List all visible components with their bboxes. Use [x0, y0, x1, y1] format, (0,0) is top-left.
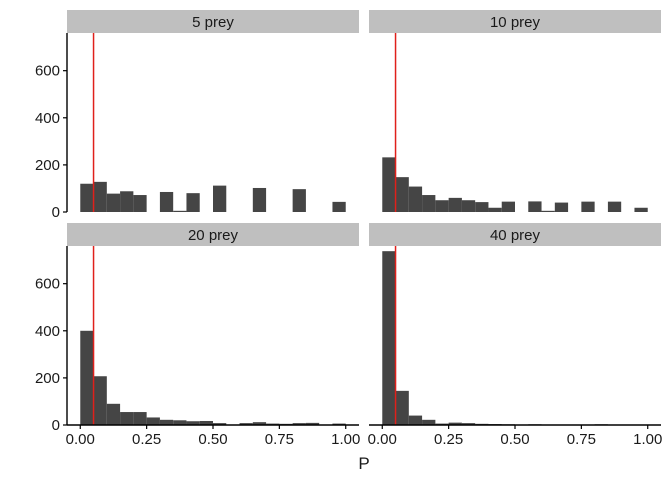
histogram-bar: [422, 420, 435, 425]
histogram-bar: [475, 202, 488, 212]
y-tick-label: 200: [35, 370, 60, 387]
histogram-bar: [94, 376, 107, 425]
histogram-bar: [488, 208, 501, 212]
y-tick-label: 0: [52, 204, 60, 221]
histogram-bar: [409, 187, 422, 212]
histogram-bar: [435, 200, 448, 212]
histogram-bar: [80, 331, 93, 425]
histogram-bar: [147, 417, 160, 425]
histogram-bar: [449, 198, 462, 212]
facet-title: 40 prey: [490, 227, 541, 244]
histogram-bar: [120, 412, 133, 425]
histogram-bar: [422, 195, 435, 212]
y-tick-label: 600: [35, 276, 60, 293]
y-tick-label: 600: [35, 63, 60, 80]
y-tick-label: 0: [52, 417, 60, 434]
histogram-bar: [382, 251, 395, 425]
histogram-bar: [253, 188, 266, 212]
x-tick-label: 0.75: [567, 431, 596, 448]
histogram-bar: [542, 211, 555, 212]
histogram-bar: [555, 203, 568, 212]
histogram-bar: [396, 391, 409, 425]
histogram-bar: [186, 193, 199, 212]
histogram-bar: [213, 186, 226, 212]
histogram-bar: [528, 201, 541, 212]
histogram-bar: [293, 189, 306, 212]
histogram-bar: [382, 157, 395, 212]
y-tick-label: 200: [35, 157, 60, 174]
histogram-bar: [173, 420, 186, 425]
x-tick-label: 0.75: [265, 431, 294, 448]
histogram-bar: [409, 416, 422, 425]
histogram-bar: [608, 202, 621, 212]
x-tick-label: 0.25: [434, 431, 463, 448]
facet-title: 10 prey: [490, 14, 541, 31]
histogram-bar: [462, 200, 475, 212]
x-tick-label: 0.50: [198, 431, 227, 448]
x-axis-title: P: [358, 454, 369, 473]
x-tick-label: 0.50: [500, 431, 529, 448]
histogram-bar: [502, 202, 515, 212]
histogram-bar: [133, 412, 146, 425]
histogram-bar: [133, 195, 146, 212]
histogram-bar: [634, 208, 647, 212]
facet-title: 20 prey: [188, 227, 239, 244]
histogram-bar: [94, 182, 107, 212]
histogram-bar: [107, 404, 120, 425]
histogram-bar: [332, 202, 345, 212]
histogram-bar: [107, 194, 120, 212]
histogram-bar: [581, 202, 594, 212]
x-tick-label: 1.00: [633, 431, 662, 448]
y-tick-label: 400: [35, 323, 60, 340]
histogram-bar: [396, 177, 409, 212]
x-tick-label: 1.00: [331, 431, 360, 448]
y-tick-label: 400: [35, 110, 60, 127]
histogram-bar: [173, 211, 186, 212]
histogram-bar: [120, 191, 133, 212]
x-tick-label: 0.00: [66, 431, 95, 448]
x-tick-label: 0.00: [368, 431, 397, 448]
facet-title: 5 prey: [192, 14, 234, 31]
x-tick-label: 0.25: [132, 431, 161, 448]
histogram-bar: [160, 192, 173, 212]
histogram-bar: [80, 184, 93, 212]
histogram-bar: [160, 420, 173, 425]
